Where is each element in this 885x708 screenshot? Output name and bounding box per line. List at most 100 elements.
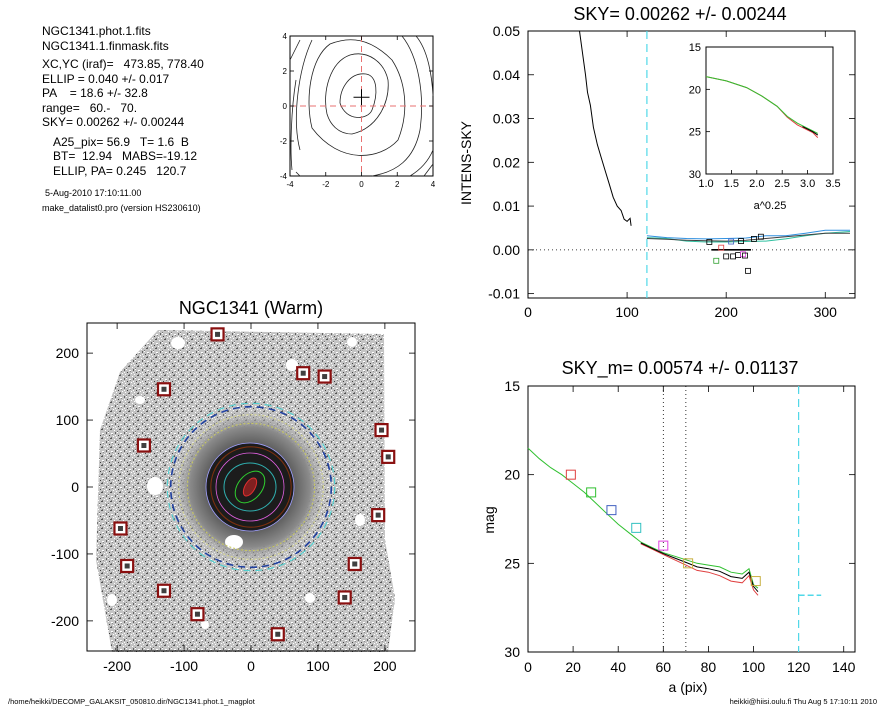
galaxy-ring: [178, 414, 324, 560]
sky-point: [735, 252, 741, 259]
sky-inset-xtick-label: 2.5: [775, 178, 790, 190]
mag-xtick-label: 100: [742, 659, 766, 675]
mag-ytick-label: 30: [504, 644, 520, 660]
galaxy-panel: NGC1341 (Warm): [51, 298, 416, 674]
sky-ytick-label: 0.04: [493, 67, 520, 83]
mag-xtick-label: 0: [524, 659, 532, 675]
sky-point: [745, 267, 751, 274]
galaxy-mask-marker-core: [215, 331, 221, 337]
mag-profile-line: [527, 447, 759, 589]
sky-inset-xtick-label: 3.5: [825, 178, 840, 190]
galaxy-mask-marker-core: [379, 427, 385, 433]
header-line-ellip-pa: ELLIP, PA= 0.245 120.7: [53, 163, 187, 178]
galaxy-ytick-label: -200: [51, 613, 79, 629]
sky-inset-profile-line: [705, 76, 819, 134]
sky-plot-axes: 0 100 200 300 -0.01 0.00 0.01 0.02 0.03 0.04 0.05: [488, 23, 855, 320]
galaxy-mask-marker-core: [161, 386, 167, 392]
sky-inset-data: [705, 76, 819, 138]
mag-point: [631, 522, 642, 533]
mag-point: [750, 576, 761, 587]
galaxy-xtick-label: 0: [247, 658, 255, 674]
mag-point: [586, 487, 597, 498]
sky-xtick-label: 200: [715, 304, 739, 320]
galaxy-mask-marker-core: [375, 512, 381, 518]
contour-xtick-label: 2: [395, 180, 400, 189]
galaxy-mask-marker-core: [275, 631, 281, 637]
contour-lines: [289, 35, 434, 177]
mag-xtick-label: 80: [701, 659, 717, 675]
galaxy-mask-marker-core: [342, 594, 348, 600]
galaxy-mask-marker-core: [161, 588, 167, 594]
galaxy-mask-marker-core: [124, 563, 130, 569]
header-line-pa: PA = 18.6 +/- 32.8: [42, 86, 148, 100]
mag-profile-line: [640, 542, 759, 593]
mag-xtick-label: 140: [832, 659, 856, 675]
sky-point: [728, 238, 735, 245]
mag-plot-ylabel: mag: [481, 506, 497, 533]
masked-sources: [107, 337, 365, 629]
mag-point: [658, 540, 669, 551]
galaxy-ring: [186, 422, 316, 552]
sky-inset-xtick-label: 1.0: [698, 178, 713, 190]
galaxy-mask-marker-core: [194, 611, 200, 617]
sky-xtick-label: 100: [615, 304, 639, 320]
sky-point: [742, 252, 748, 259]
galaxy-mask-marker-core: [352, 561, 358, 567]
galaxy-image-title: NGC1341 (Warm): [179, 298, 323, 318]
galaxy-ring: [169, 405, 333, 569]
sky-ytick-label: 0.00: [493, 242, 520, 258]
sky-inset-xtick-label: 2.0: [749, 178, 764, 190]
header-text: NGC1341.phot.1.fits NGC1341.1.finmask.fi…: [42, 24, 292, 214]
mag-xtick-label: 20: [565, 659, 581, 675]
sky-inset-frame: [705, 46, 834, 175]
contour-ytick-label: 2: [283, 67, 288, 76]
contour-ytick-label: -4: [280, 172, 288, 181]
header-line-range: range= 60.- 70.: [42, 100, 138, 115]
galaxy-mask-marker-core: [117, 526, 123, 532]
sky-profile-line: [579, 30, 632, 226]
contour-panel: -4 -2 0 2 4 -4 -2 0 2 4: [280, 32, 436, 189]
mag-plot-frame: [527, 385, 856, 653]
galaxy-xtick-label: 200: [373, 658, 397, 674]
sky-ytick-label: 0.01: [493, 198, 520, 214]
galaxy-xtick-label: -200: [103, 658, 131, 674]
sky-inset-xtick-label: 1.5: [724, 178, 739, 190]
sky-profile-line: [646, 232, 850, 242]
sky-inset-xtick-label: 3.0: [800, 178, 815, 190]
mag-point: [565, 469, 576, 480]
contour-axes: -4 -2 0 2 4 -4 -2 0 2 4: [280, 32, 436, 189]
sky-plot-title: SKY= 0.00262 +/- 0.00244: [573, 4, 786, 24]
galaxy-ytick-label: 200: [56, 345, 80, 361]
sky-ytick-label: 0.02: [493, 154, 520, 170]
mag-plot-title: SKY_m= 0.00574 +/- 0.01137: [562, 358, 799, 379]
mag-plot-xlabel: a (pix): [669, 679, 708, 695]
sky-plot-data: [528, 30, 855, 298]
mag-ytick-label: 25: [504, 555, 520, 571]
galaxy-rings: [166, 402, 336, 572]
contour-ytick-label: -2: [280, 137, 288, 146]
contour-xtick-label: 4: [431, 180, 436, 189]
mag-ytick-label: 20: [504, 467, 520, 483]
galaxy-ring: [210, 446, 292, 528]
header-line-version: make_datalist0.pro (version HS230610): [42, 203, 201, 213]
mag-xtick-label: 120: [787, 659, 811, 675]
sky-inset-ytick-label: 25: [689, 127, 701, 139]
galaxy-ring: [166, 402, 336, 572]
galaxy-xtick-label: 100: [306, 658, 330, 674]
sky-xtick-label: 300: [814, 304, 838, 320]
sky-point: [740, 251, 746, 258]
sky-plot-frame: [527, 30, 856, 299]
sky-point: [751, 236, 757, 242]
sky-plot-ylabel: INTENS-SKY: [458, 120, 474, 205]
mag-profile-line: [640, 543, 759, 596]
sky-inset-profile-line: [802, 126, 819, 136]
sky-inset-xlabel: a^0.25: [754, 200, 787, 212]
header-line-a25: A25_pix= 56.9 T= 1.6 B: [53, 134, 189, 149]
galaxy-image: [96, 330, 395, 652]
sky-panel: SKY= 0.00262 +/- 0.00244 INTENS-SKY 0 100…: [458, 4, 856, 320]
sky-point: [718, 244, 725, 251]
sky-point: [713, 257, 720, 264]
contour-xtick-label: 0: [359, 180, 364, 189]
galaxy-ytick-label: -100: [51, 546, 79, 562]
mag-panel: SKY_m= 0.00574 +/- 0.01137 mag a (pix) 0…: [481, 358, 856, 695]
